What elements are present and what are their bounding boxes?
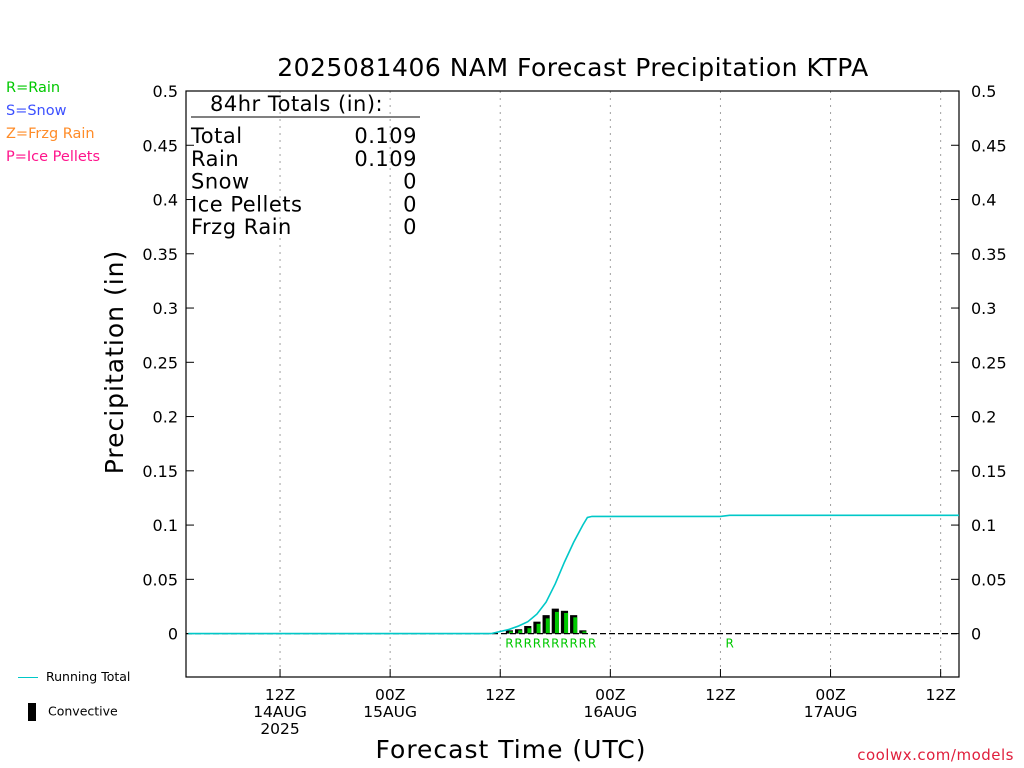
- y-tick-label-left: 0.35: [142, 245, 178, 264]
- legend-convective: Convective: [18, 703, 118, 721]
- x-tick-label: 12Z: [705, 686, 735, 704]
- running-total-line: [188, 514, 959, 635]
- ptype-marker: R: [514, 637, 522, 651]
- legend-snow: S=Snow: [6, 103, 67, 119]
- x-tick-label: 2025: [260, 720, 299, 738]
- x-tick-label: 12Z: [265, 686, 295, 704]
- y-tick-label-right: 0.2: [971, 408, 996, 427]
- rain-bar: [536, 623, 541, 634]
- ptype-marker: R: [579, 637, 587, 651]
- rain-bar: [509, 631, 513, 634]
- ptype-marker: R: [505, 637, 513, 651]
- totals-value: 0: [403, 215, 417, 239]
- rain-bar: [527, 628, 532, 634]
- ptype-marker: R: [588, 637, 596, 651]
- totals-label: Total: [190, 124, 243, 148]
- y-tick-label-right: 0.05: [971, 570, 1007, 589]
- x-tick-label: 15AUG: [363, 703, 417, 721]
- ptype-marker: R: [551, 637, 559, 651]
- plot-frame: [185, 90, 960, 678]
- x-tick-label: 14AUG: [253, 703, 307, 721]
- y-tick-label-left: 0.5: [153, 82, 178, 101]
- rain-bar: [573, 617, 578, 634]
- rain-bar: [554, 611, 559, 634]
- x-tick-label: 00Z: [375, 686, 405, 704]
- totals-value: 0.109: [354, 124, 417, 148]
- y-tick-label-right: 0.35: [971, 245, 1007, 264]
- totals-value: 0.109: [354, 147, 417, 171]
- y-tick-label-left: 0.25: [142, 353, 178, 372]
- y-tick-label-left: 0.05: [142, 570, 178, 589]
- source-credit: coolwx.com/models: [857, 746, 1014, 764]
- legend-ice-pellets: P=Ice Pellets: [6, 149, 101, 165]
- y-tick-label-right: 0.45: [971, 136, 1007, 155]
- y-tick-label-right: 0.15: [971, 462, 1007, 481]
- y-tick-label-left: 0.15: [142, 462, 178, 481]
- rain-bar: [518, 630, 523, 634]
- x-tick-label: 16AUG: [584, 703, 638, 721]
- y-tick-label-right: 0: [971, 625, 981, 644]
- y-tick-label-right: 0.25: [971, 353, 1007, 372]
- x-tick-label: 17AUG: [804, 703, 858, 721]
- ptype-marker: R: [569, 637, 577, 651]
- ptype-marker: R: [725, 637, 733, 651]
- ptype-marker: R: [560, 637, 568, 651]
- legend-rain: R=Rain: [6, 80, 61, 96]
- y-tick-label-left: 0.2: [153, 408, 178, 427]
- y-tick-label-right: 0.4: [971, 191, 996, 210]
- totals-value: 0: [403, 192, 417, 216]
- rain-bar: [582, 631, 587, 634]
- x-tick-label: 00Z: [595, 686, 625, 704]
- ptype-marker: R: [524, 637, 532, 651]
- y-tick-label-right: 0.5: [971, 82, 996, 101]
- y-tick-label-right: 0.3: [971, 299, 996, 318]
- x-tick-label: 12Z: [485, 686, 515, 704]
- y-tick-label-left: 0.4: [153, 191, 178, 210]
- convective-bar-icon: [28, 703, 36, 721]
- running-total-line-icon: [18, 677, 38, 678]
- y-tick-label-left: 0.1: [153, 516, 178, 535]
- ptype-marker: R: [533, 637, 541, 651]
- y-tick-label-left: 0.45: [142, 136, 178, 155]
- totals-label: Ice Pellets: [191, 192, 302, 216]
- x-tick-label: 00Z: [815, 686, 845, 704]
- rain-bar: [564, 612, 569, 634]
- ptype-marker: R: [542, 637, 550, 651]
- totals-label: Frzg Rain: [191, 215, 292, 239]
- totals-label: Snow: [191, 170, 250, 194]
- y-axis-title: Precipitation (in): [100, 250, 129, 475]
- legend-running-total: Running Total: [18, 669, 130, 684]
- totals-heading: 84hr Totals (in):: [210, 92, 383, 116]
- y-tick-label-left: 0: [168, 625, 178, 644]
- totals-label: Rain: [191, 147, 239, 171]
- legend-frzg-rain: Z=Frzg Rain: [6, 126, 95, 142]
- rain-bar: [545, 618, 550, 634]
- totals-value: 0: [403, 170, 417, 194]
- x-axis-title: Forecast Time (UTC): [376, 735, 647, 764]
- x-tick-label: 12Z: [925, 686, 955, 704]
- y-tick-label-left: 0.3: [153, 299, 178, 318]
- chart-title: 2025081406 NAM Forecast Precipitation KT…: [277, 53, 869, 82]
- y-tick-label-right: 0.1: [971, 516, 996, 535]
